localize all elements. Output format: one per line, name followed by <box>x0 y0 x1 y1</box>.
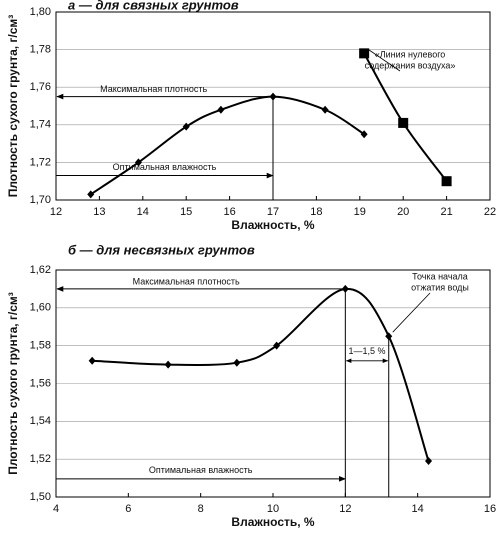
y-tick-label: 1,58 <box>30 340 51 352</box>
x-tick-label: 16 <box>484 503 496 515</box>
x-tick-label: 4 <box>53 503 59 515</box>
point <box>360 130 368 139</box>
y-tick-label: 1,54 <box>30 415 51 427</box>
point <box>217 105 225 114</box>
y-tick-label: 1,76 <box>30 81 51 93</box>
series-line <box>363 52 448 182</box>
y-tick-label: 1,74 <box>30 119 51 131</box>
x-tick-label: 17 <box>267 206 279 218</box>
x-tick-label: 12 <box>50 206 62 218</box>
point <box>233 358 241 367</box>
chart-title: б — для несвязных грунтов <box>68 242 255 257</box>
x-tick-label: 10 <box>267 503 279 515</box>
x-tick-label: 18 <box>310 206 322 218</box>
x-axis-label: Влажность, % <box>231 218 314 232</box>
annotation: Оптимальная влажность <box>113 162 217 172</box>
x-tick-label: 22 <box>484 206 496 218</box>
x-tick-label: 12 <box>339 503 351 515</box>
x-tick-label: 8 <box>198 503 204 515</box>
point <box>398 117 409 128</box>
x-axis-label: Влажность, % <box>231 515 314 529</box>
x-tick-label: 6 <box>125 503 131 515</box>
y-tick-label: 1,60 <box>30 302 51 314</box>
x-tick-label: 13 <box>93 206 105 218</box>
series-line <box>92 287 430 462</box>
note-pointer <box>392 292 431 333</box>
chart-title: а — для связных грунтов <box>68 0 239 12</box>
point <box>321 105 329 114</box>
point <box>164 360 172 369</box>
point <box>273 341 281 350</box>
x-tick-label: 19 <box>354 206 366 218</box>
x-tick-label: 20 <box>397 206 409 218</box>
x-tick-label: 21 <box>440 206 452 218</box>
plot-frame <box>55 269 491 498</box>
point <box>87 190 95 199</box>
y-tick-label: 1,56 <box>30 377 51 389</box>
point <box>441 176 452 187</box>
note-pointer <box>367 49 401 72</box>
point <box>88 356 96 365</box>
y-axis-label: Плотность сухого грунта, г/см³ <box>6 292 20 475</box>
annotation: отжатия воды <box>411 282 469 292</box>
y-tick-label: 1,50 <box>30 491 51 503</box>
point <box>425 457 433 466</box>
y-tick-label: 1,62 <box>30 264 51 276</box>
y-tick-label: 1,72 <box>30 156 51 168</box>
y-tick-label: 1,80 <box>30 6 51 18</box>
point <box>359 48 370 59</box>
annotation: Оптимальная влажность <box>149 465 253 475</box>
point <box>182 122 190 131</box>
point <box>134 158 142 167</box>
y-tick-label: 1,52 <box>30 453 51 465</box>
y-tick-label: 1,78 <box>30 44 51 56</box>
annotation: Максимальная плотность <box>133 276 240 286</box>
annotation: Максимальная плотность <box>100 84 207 94</box>
annotation: «Линия нулевого <box>375 49 446 59</box>
x-tick-label: 14 <box>412 503 424 515</box>
y-tick-label: 1,70 <box>30 194 51 206</box>
x-tick-label: 14 <box>137 206 149 218</box>
y-axis-label: Плотность сухого грунта, г/см³ <box>6 15 20 198</box>
annotation: Точка начала <box>412 271 468 281</box>
x-tick-label: 15 <box>180 206 192 218</box>
x-tick-label: 16 <box>223 206 235 218</box>
annotation: 1—1,5 % <box>349 346 386 356</box>
annotation: содержания воздуха» <box>365 60 456 70</box>
